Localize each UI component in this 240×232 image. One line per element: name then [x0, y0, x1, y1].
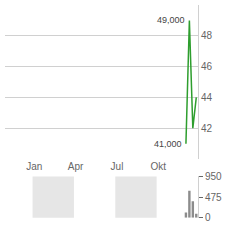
svg-text:Okt: Okt: [151, 161, 167, 172]
svg-text:49,000: 49,000: [157, 15, 185, 25]
svg-text:475: 475: [205, 192, 222, 203]
svg-text:46: 46: [201, 61, 213, 72]
svg-text:Apr: Apr: [68, 161, 84, 172]
svg-text:0: 0: [205, 212, 211, 223]
svg-text:Jul: Jul: [111, 161, 124, 172]
svg-text:Jan: Jan: [26, 161, 42, 172]
svg-text:41,000: 41,000: [154, 139, 182, 149]
svg-text:48: 48: [201, 30, 213, 41]
svg-text:44: 44: [201, 92, 213, 103]
svg-text:42: 42: [201, 123, 213, 134]
svg-text:950: 950: [205, 171, 222, 182]
